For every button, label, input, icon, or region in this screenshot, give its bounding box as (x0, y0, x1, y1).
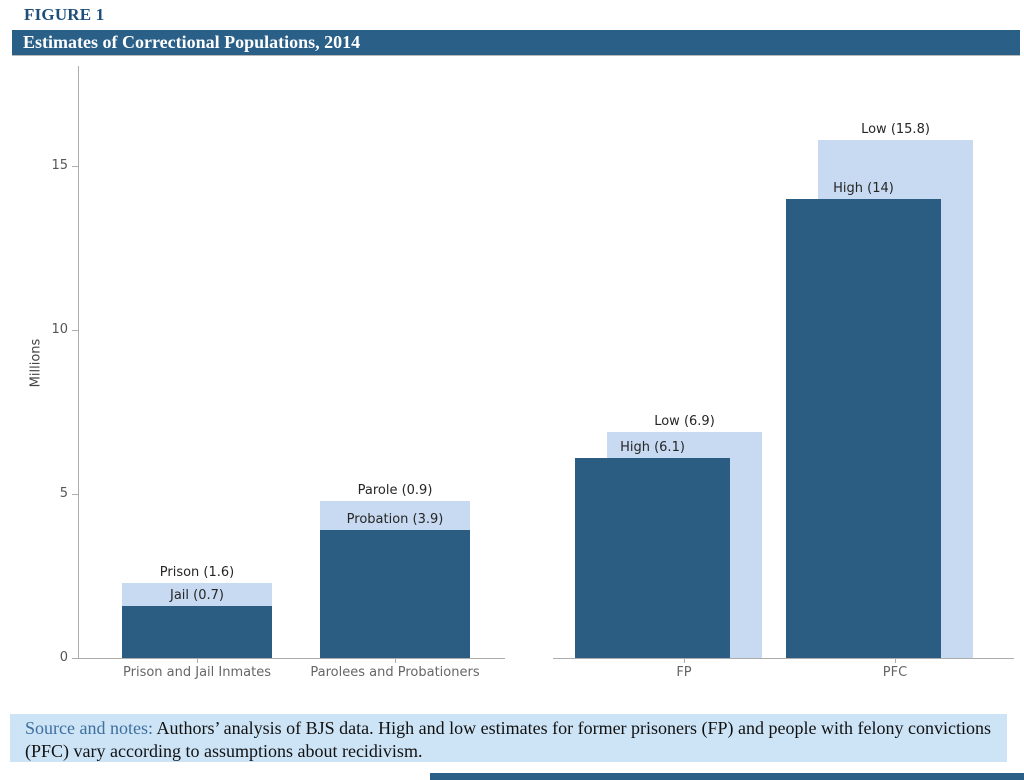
figure-title: Estimates of Correctional Populations, 2… (23, 32, 361, 52)
y-tick-mark (72, 166, 78, 167)
y-tick-mark (72, 494, 78, 495)
bar-annotation: Probation (3.9) (346, 512, 444, 528)
x-axis-line (78, 658, 505, 659)
bar-annotation: Low (15.8) (861, 121, 930, 137)
source-note: Source and notes: Authors’ analysis of B… (10, 714, 1007, 762)
bar-dark-pfc (786, 198, 941, 658)
y-tick-label: 15 (51, 158, 68, 173)
source-note-label: Source and notes: (25, 718, 153, 738)
source-note-text: Authors’ analysis of BJS data. High and … (25, 718, 991, 761)
bar-dark-fp (575, 457, 730, 658)
bar-annotation: Prison (1.6) (159, 564, 235, 580)
y-tick-mark (72, 330, 78, 331)
x-category-label: FP (676, 665, 692, 680)
bar-dark-prison-and-jail-inmates (122, 605, 272, 658)
bar-dark-parolees-and-probationers (320, 530, 470, 658)
x-category-label: PFC (882, 665, 908, 680)
x-tick-mark (395, 658, 396, 663)
figure-title-bar: Estimates of Correctional Populations, 2… (12, 30, 1020, 56)
x-category-label: Prison and Jail Inmates (123, 665, 271, 680)
y-axis-title: Millions (28, 338, 44, 388)
next-figure-bar-partial (430, 773, 1024, 780)
x-tick-mark (895, 658, 896, 663)
y-axis-line (78, 66, 79, 659)
bar-annotation: High (14) (833, 180, 894, 196)
x-axis-line (553, 658, 1014, 659)
figure-label: FIGURE 1 (24, 5, 105, 24)
bar-annotation: Parole (0.9) (357, 482, 433, 498)
y-tick-label: 5 (59, 486, 68, 501)
bar-annotation: Jail (0.7) (170, 587, 224, 603)
bar-annotation: Low (6.9) (654, 413, 715, 429)
y-tick-label: 0 (59, 650, 68, 665)
x-tick-mark (197, 658, 198, 663)
x-category-label: Parolees and Probationers (310, 665, 480, 680)
y-tick-label: 10 (51, 322, 68, 337)
y-tick-mark (72, 658, 78, 659)
x-tick-mark (684, 658, 685, 663)
bar-annotation: High (6.1) (620, 439, 685, 455)
